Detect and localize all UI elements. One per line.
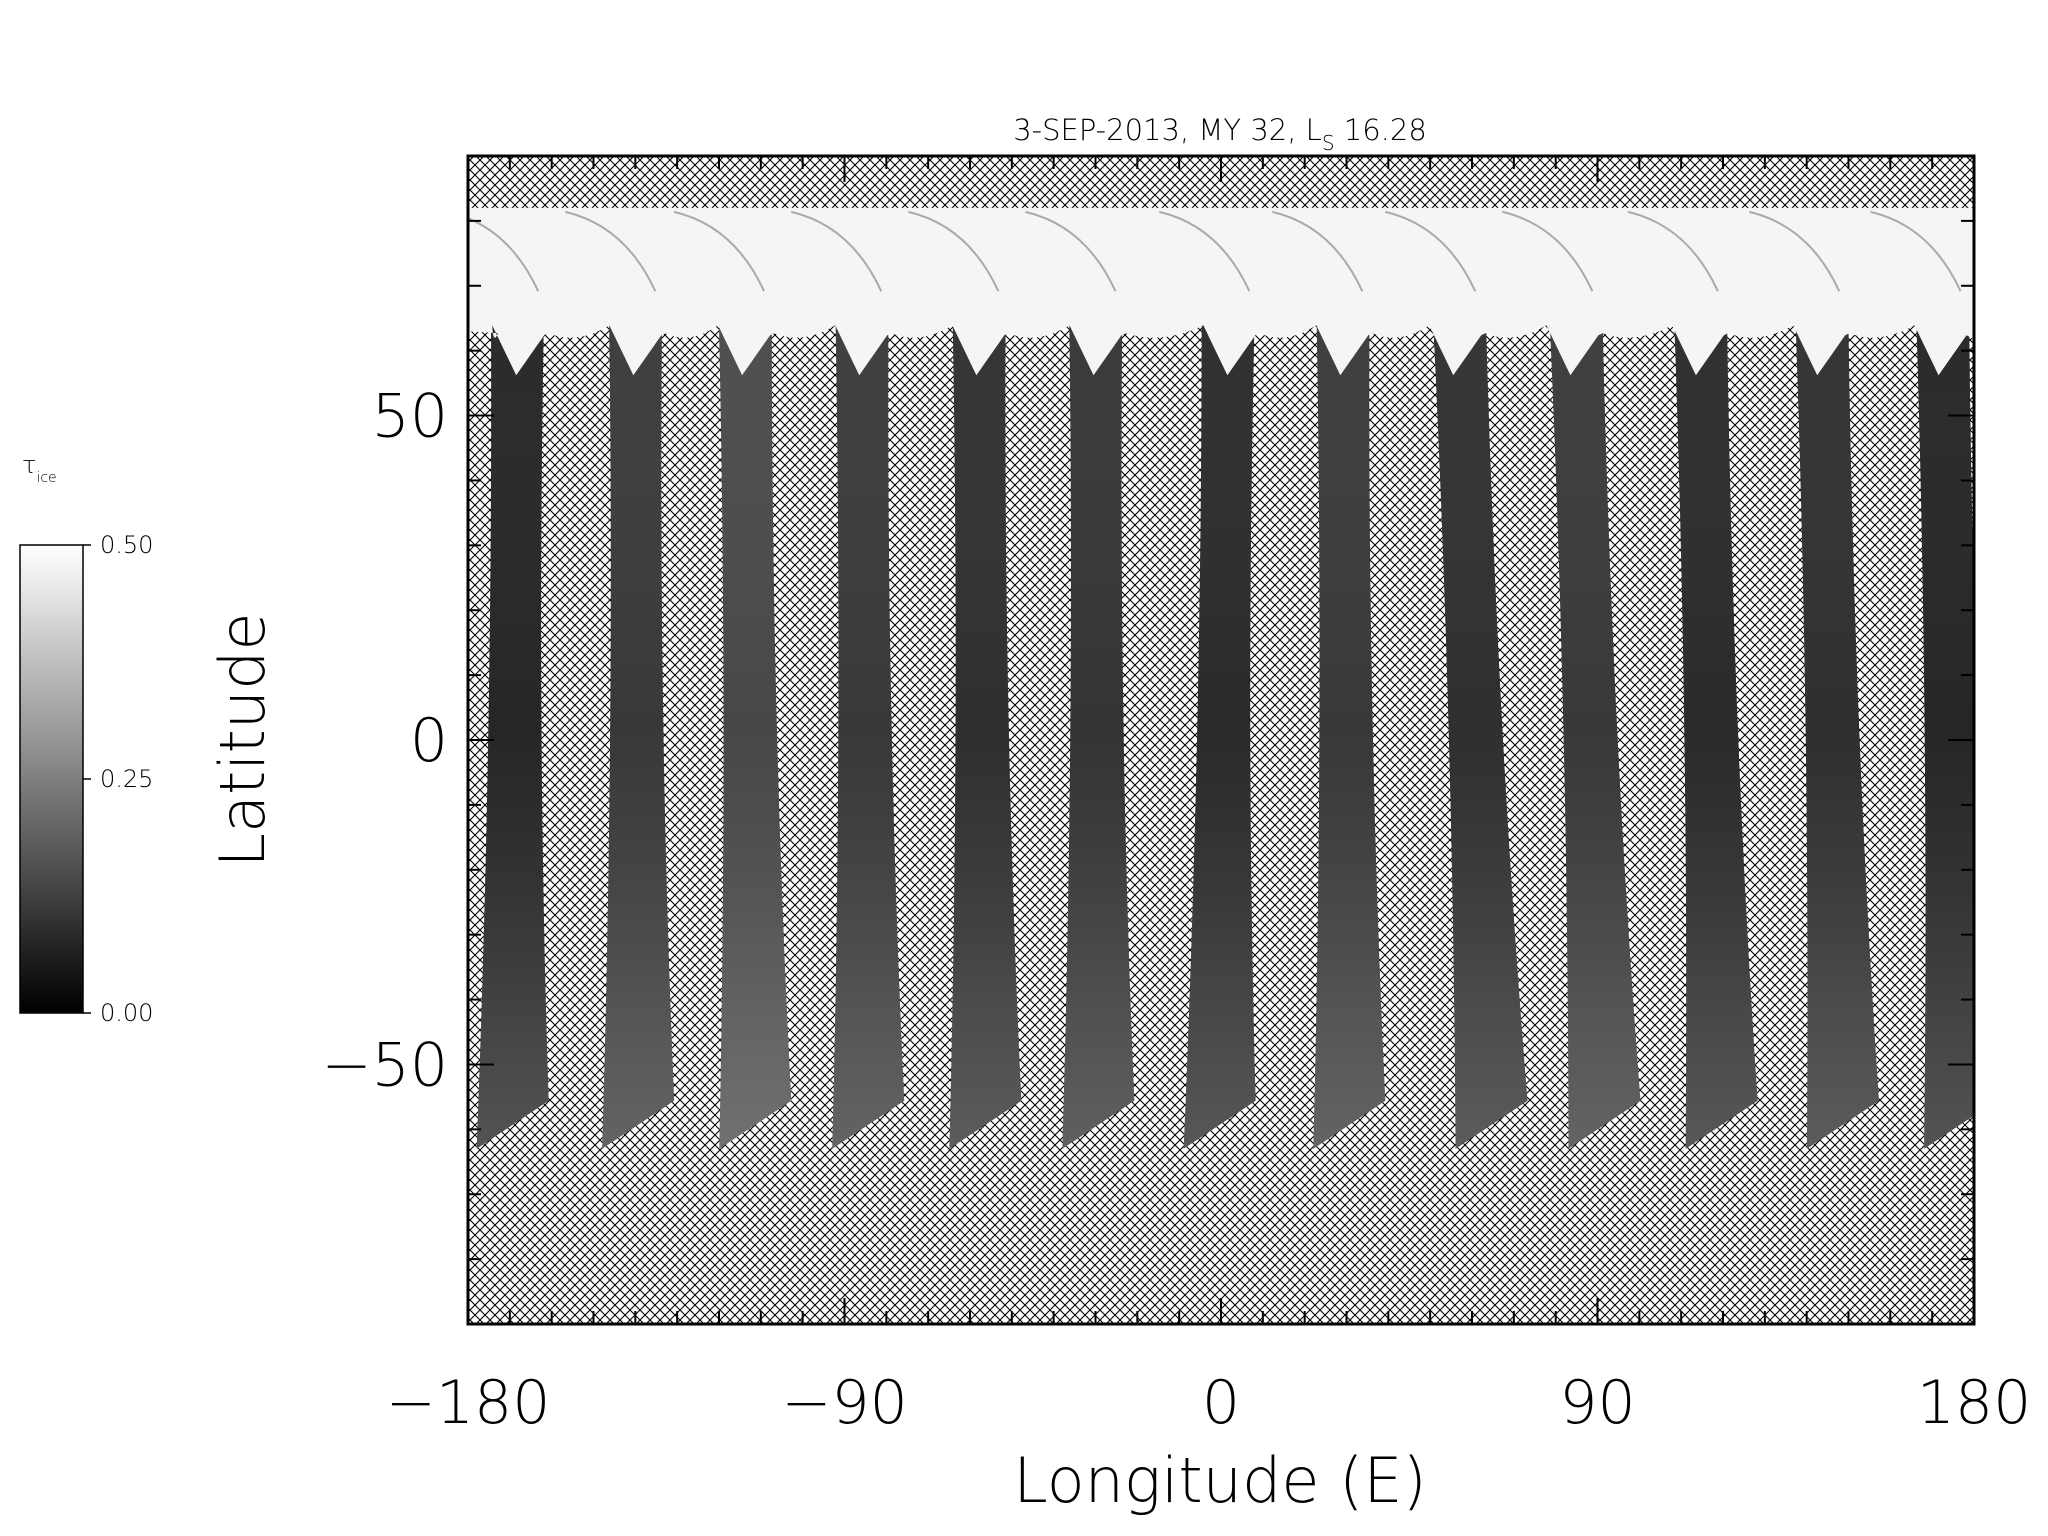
swath-shade-5 bbox=[949, 207, 1022, 1149]
chart-title: 3-SEP-2013, MY 32, LS 16.28 bbox=[1013, 113, 1427, 155]
polar-swath-edge-4 bbox=[791, 210, 883, 292]
polar-ice-cap bbox=[468, 207, 1974, 376]
polar-swath-edge-10 bbox=[1502, 210, 1594, 292]
x-tick-label: 0 bbox=[1202, 1368, 1240, 1438]
polar-swath-edge-11 bbox=[1627, 210, 1719, 292]
x-axis-label: Longitude (E) bbox=[1013, 1444, 1426, 1517]
swath-shade-11 bbox=[1669, 207, 1758, 1149]
colorbar-ticks: 0.00 0.25 0.50 bbox=[83, 531, 153, 1027]
polar-swath-edge-13 bbox=[1870, 210, 1962, 292]
chart-title-subscript: S bbox=[1322, 131, 1335, 155]
x-tick-label: −90 bbox=[781, 1368, 908, 1438]
swath-shade-4 bbox=[832, 207, 905, 1149]
polar-swath-edge-6 bbox=[1025, 210, 1117, 292]
colorbar-subscript: ice bbox=[36, 470, 56, 486]
polar-swath-edge-1 bbox=[468, 217, 540, 292]
x-tick-label: 180 bbox=[1917, 1368, 2032, 1438]
swath-shade-2 bbox=[602, 207, 675, 1149]
polar-swath-edge-7 bbox=[1159, 210, 1251, 292]
y-tick-label: 0 bbox=[410, 706, 448, 776]
polar-swath-edge-8 bbox=[1272, 210, 1364, 292]
observation-swaths bbox=[476, 207, 1974, 1149]
y-tick-label: −50 bbox=[321, 1030, 448, 1100]
y-tick-labels: 50 0 −50 bbox=[321, 382, 448, 1101]
x-tick-label: −180 bbox=[386, 1368, 551, 1438]
chart-title-suffix: 16.28 bbox=[1335, 113, 1427, 147]
colorbar: τice 0.00 0.25 0.50 bbox=[19, 451, 153, 1027]
polar-swath-edge-3 bbox=[673, 210, 766, 292]
swath-shade-12 bbox=[1791, 207, 1879, 1149]
polar-swath-edge-2 bbox=[565, 210, 657, 292]
swath-shade-3 bbox=[716, 207, 792, 1149]
colorbar-symbol: τ bbox=[22, 451, 36, 479]
colorbar-tick-label: 0.50 bbox=[100, 531, 153, 559]
y-axis-label: Latitude bbox=[206, 612, 279, 867]
colorbar-tick-label: 0.25 bbox=[100, 765, 153, 793]
colorbar-tick-label: 0.00 bbox=[100, 999, 153, 1027]
swath-shade-6 bbox=[1062, 207, 1135, 1149]
swath-shade-9 bbox=[1427, 207, 1528, 1149]
y-tick-label: 50 bbox=[372, 382, 448, 452]
colorbar-gradient bbox=[19, 544, 84, 1014]
swath-shade-10 bbox=[1544, 207, 1641, 1149]
polar-swath-edge-9 bbox=[1385, 210, 1477, 292]
map-plot-area bbox=[466, 154, 1976, 1326]
swath-shade-13 bbox=[1912, 207, 1974, 1149]
swath-shade-8 bbox=[1313, 207, 1386, 1149]
axis-ticks bbox=[467, 155, 1975, 1325]
colorbar-title: τice bbox=[22, 451, 57, 486]
swath-shade-7 bbox=[1183, 207, 1258, 1149]
x-tick-label: 90 bbox=[1559, 1368, 1635, 1438]
chart-title-main: 3-SEP-2013, MY 32, L bbox=[1013, 113, 1322, 147]
polar-swath-edge-5 bbox=[908, 210, 1000, 292]
polar-swath-edge-12 bbox=[1748, 210, 1841, 292]
swath-shade-1 bbox=[476, 207, 549, 1149]
north-polar-ice-band bbox=[468, 207, 1974, 376]
x-tick-labels: −180 −90 0 90 180 bbox=[386, 1368, 2032, 1438]
